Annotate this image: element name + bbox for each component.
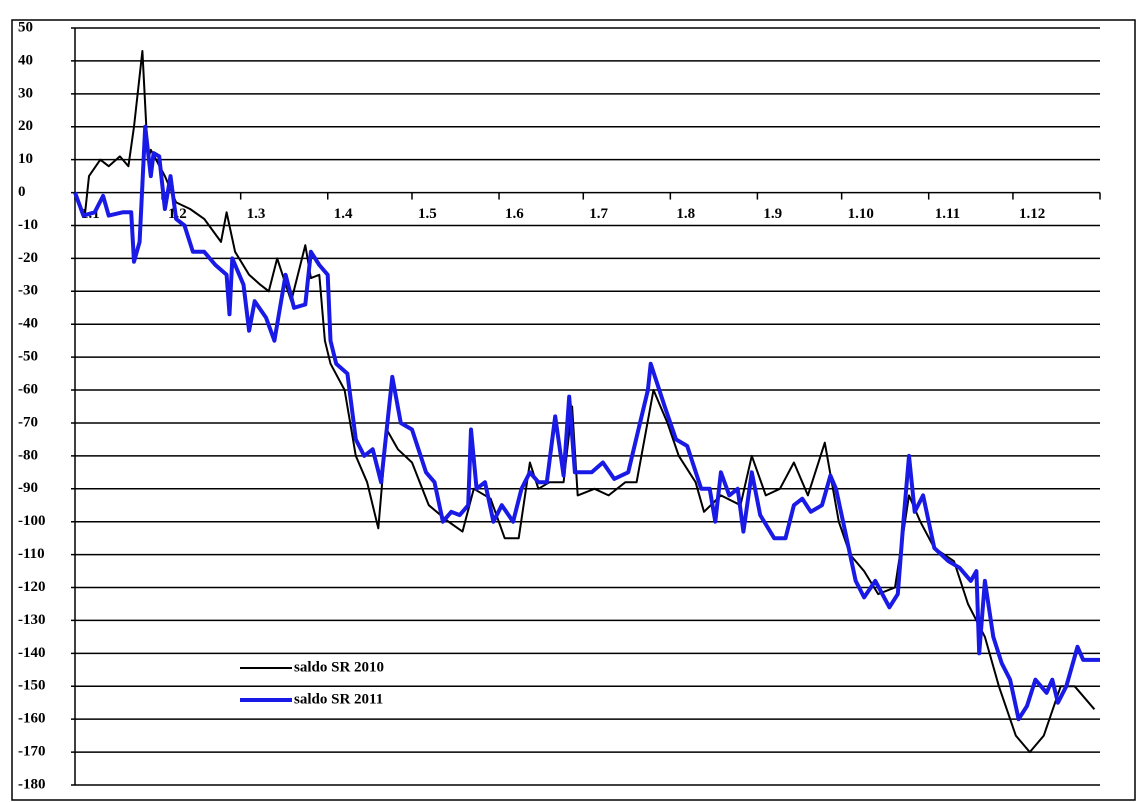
y-tick-label: -80 [18, 447, 38, 463]
legend-label: saldo SR 2011 [294, 691, 383, 707]
legend-label: saldo SR 2010 [294, 659, 384, 675]
x-tick-label: 1.9 [763, 206, 782, 222]
y-tick-label: 10 [18, 151, 33, 167]
y-tick-label: -180 [18, 776, 46, 792]
y-tick-label: -70 [18, 414, 38, 430]
y-tick-label: -120 [18, 579, 46, 595]
x-tick-label: 1.8 [676, 206, 695, 222]
y-tick-label: -50 [18, 349, 38, 365]
frame [11, 19, 1136, 801]
series-line [73, 124, 1100, 722]
x-tick-label: 1.12 [1019, 206, 1045, 222]
series-line [74, 50, 1096, 754]
y-tick-label: 30 [18, 85, 33, 101]
y-tick-label: -100 [18, 513, 46, 529]
y-tick-label: -60 [18, 381, 38, 397]
y-tick-label: 50 [18, 19, 33, 35]
y-tick-label: 40 [18, 52, 33, 68]
y-tick-label: 20 [18, 118, 33, 134]
y-tick-label: -130 [18, 612, 46, 628]
y-tick-label: -20 [18, 250, 38, 266]
y-tick-label: -40 [18, 316, 38, 332]
x-tick-label: 1.11 [935, 206, 960, 222]
x-tick-label: 1.6 [505, 206, 524, 222]
y-tick-label: -90 [18, 480, 38, 496]
y-tick-label: -140 [18, 645, 46, 661]
y-tick-label: -160 [18, 711, 46, 727]
x-tick-label: 1.10 [848, 206, 874, 222]
y-tick-label: -110 [18, 546, 45, 562]
x-tick-label: 1.3 [247, 206, 266, 222]
x-tick-label: 1.5 [418, 206, 437, 222]
y-tick-label: -30 [18, 283, 38, 299]
y-tick-label: 0 [18, 184, 26, 200]
y-tick-label: -10 [18, 217, 38, 233]
x-tick-label: 1.7 [589, 206, 608, 222]
x-tick-label: 1.4 [334, 206, 353, 222]
y-tick-label: -150 [18, 678, 46, 694]
y-tick-label: -170 [18, 744, 46, 760]
